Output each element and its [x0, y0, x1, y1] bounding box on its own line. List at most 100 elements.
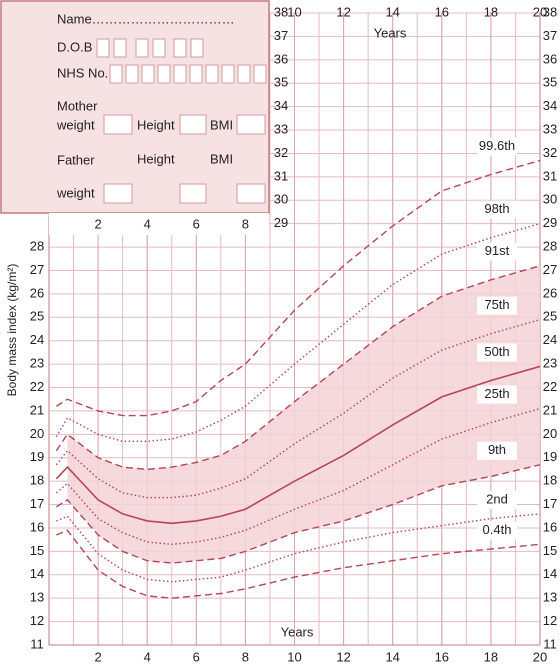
- form-height: Height: [137, 117, 175, 132]
- y-tick-label-inner: 36: [274, 51, 288, 66]
- y-tick-label-right: 36: [543, 51, 557, 66]
- legend-label-bg: [477, 490, 517, 509]
- y-tick-label-left: 16: [30, 519, 44, 534]
- x-tick-label: 14: [385, 649, 399, 664]
- legend-label: 50th: [484, 344, 509, 359]
- y-tick-label-left: 15: [30, 543, 44, 558]
- y-tick-label-right: 26: [543, 285, 557, 300]
- y-tick-label-right: 34: [543, 98, 557, 113]
- y-tick-label-left: 19: [30, 449, 44, 464]
- y-tick-label-right: 29: [543, 215, 557, 230]
- y-tick-label-left: 25: [30, 309, 44, 324]
- x-tick-label: 20: [533, 649, 547, 664]
- y-tick-label-inner: 38: [274, 4, 288, 19]
- y-tick-label-right: 27: [543, 262, 557, 277]
- x-tick-label-inner: 6: [193, 216, 200, 231]
- legend-label: 98th: [484, 201, 509, 216]
- y-tick-label-right: 11: [543, 636, 557, 651]
- y-tick-label-right: 32: [543, 145, 557, 160]
- x-tick-label-inner: 4: [144, 216, 151, 231]
- form-name: Name……………………………: [57, 11, 235, 26]
- y-tick-label-left: 12: [30, 613, 44, 628]
- form-box: Name…………………………… D.O.B NHS No. Mother wei…: [0, 0, 270, 214]
- x-tick-label-top: 12: [336, 4, 350, 19]
- centile-line: [55, 318, 541, 499]
- legend-label-bg: [477, 521, 517, 540]
- measure-boxes: [103, 114, 266, 204]
- legend-label-bg: [477, 343, 517, 362]
- x-tick-label-top: 16: [435, 4, 449, 19]
- legend-label: 0.4th: [483, 522, 512, 537]
- y-tick-label-right: 38: [543, 4, 557, 19]
- y-tick-label-right: 17: [543, 496, 557, 511]
- y-tick-label-right: 19: [543, 449, 557, 464]
- centile-line: [55, 265, 541, 471]
- y-tick-label-right: 22: [543, 379, 557, 394]
- y-tick-label-right: 16: [543, 519, 557, 534]
- legend-label-bg: [477, 296, 517, 315]
- form-weight: weight: [56, 185, 95, 200]
- y-tick-label-right: 30: [543, 192, 557, 207]
- x-tick-label: 18: [484, 649, 498, 664]
- labels: 1111121213131414151516161717181819192020…: [30, 4, 557, 664]
- y-tick-label-inner: 35: [274, 75, 288, 90]
- form-bmi: BMI: [210, 151, 233, 166]
- x-tick-label-top: 14: [385, 4, 399, 19]
- y-tick-label-right: 15: [543, 543, 557, 558]
- form-background: [0, 0, 270, 214]
- centile-line: [56, 529, 541, 599]
- x-tick-label: 4: [144, 649, 151, 664]
- x-tick-label: 16: [435, 649, 449, 664]
- y-tick-label-right: 14: [543, 566, 557, 581]
- y-tick-label-left: 28: [30, 239, 44, 254]
- y-tick-label-right: 13: [543, 590, 557, 605]
- y-tick-label-inner: 33: [274, 121, 288, 136]
- nhs-boxes: [109, 64, 267, 84]
- y-tick-label-inner: 32: [274, 145, 288, 160]
- legend-label: 9th: [488, 442, 506, 457]
- x-tick-label-top: 18: [484, 4, 498, 19]
- x-tick-label: 2: [94, 649, 101, 664]
- y-tick-label-left: 21: [30, 402, 44, 417]
- y-tick-label-left: 13: [30, 590, 44, 605]
- y-tick-label-inner: 29: [274, 215, 288, 230]
- x-tick-label-inner: 2: [94, 216, 101, 231]
- x-tick-label-top: 20: [533, 4, 547, 19]
- x-tick-label-top: 10: [287, 4, 301, 19]
- y-tick-label-left: 11: [30, 636, 44, 651]
- legend-label: 25th: [484, 386, 509, 401]
- y-axis-label: Body mass index (kg/m²): [5, 264, 19, 397]
- centile-line: [55, 464, 541, 564]
- x-tick-label: 12: [336, 649, 350, 664]
- centile-line: [55, 222, 541, 443]
- y-tick-label-right: 20: [543, 426, 557, 441]
- y-tick-label-right: 24: [543, 332, 557, 347]
- y-tick-label-right: 35: [543, 75, 557, 90]
- inner-axis-strip: [49, 213, 269, 235]
- y-tick-label-left: 23: [30, 356, 44, 371]
- dob-boxes: [96, 38, 204, 58]
- y-tick-label-right: 21: [543, 402, 557, 417]
- y-tick-label-right: 25: [543, 309, 557, 324]
- legend-label: 99.6th: [479, 138, 515, 153]
- x-axis-label-top: Years: [374, 25, 407, 40]
- x-tick-label: 10: [287, 649, 301, 664]
- shade: [67, 265, 540, 564]
- legend-label-bg: [477, 441, 517, 460]
- y-tick-label-right: 28: [543, 239, 557, 254]
- x-axis-label: Years: [281, 624, 314, 639]
- legend-label-bg: [477, 200, 517, 219]
- form-nhs: NHS No.: [57, 65, 108, 80]
- form-mother: Mother: [57, 98, 98, 113]
- form-father: Father: [57, 152, 95, 167]
- x-tick-label: 6: [193, 649, 200, 664]
- y-tick-label-inner: 34: [274, 98, 288, 113]
- x-tick-label: 8: [242, 649, 249, 664]
- curves: [55, 159, 541, 599]
- shade-band: [67, 265, 540, 564]
- y-tick-label-left: 27: [30, 262, 44, 277]
- y-tick-label-left: 26: [30, 285, 44, 300]
- centile-line: [55, 159, 541, 417]
- y-tick-label-left: 14: [30, 566, 44, 581]
